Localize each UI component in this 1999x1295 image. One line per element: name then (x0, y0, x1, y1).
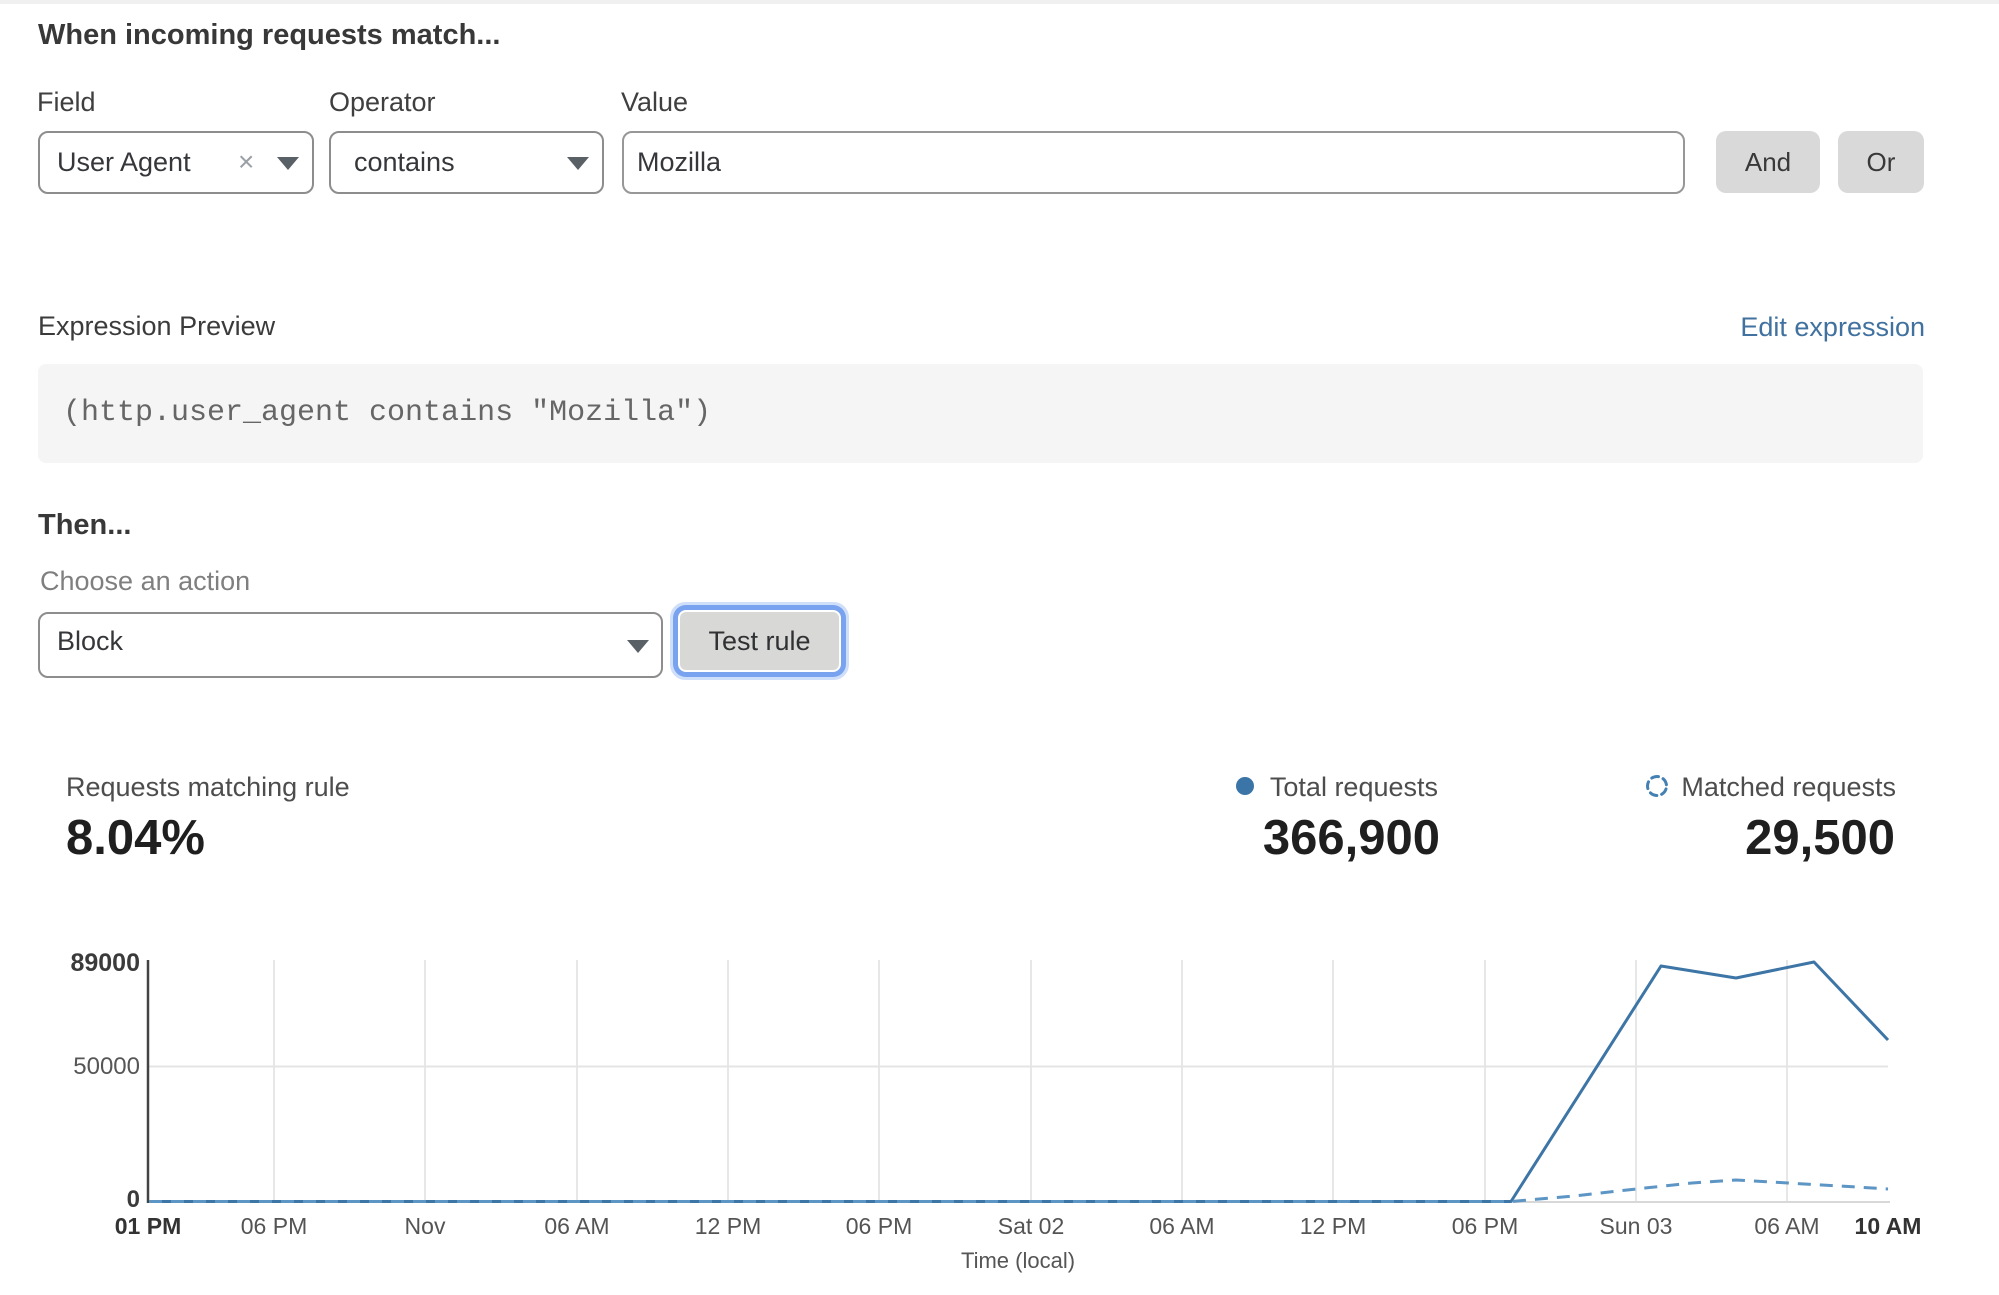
svg-text:06 AM: 06 AM (1754, 1213, 1819, 1239)
svg-text:Sun 03: Sun 03 (1600, 1213, 1673, 1239)
svg-text:0: 0 (127, 1186, 140, 1213)
svg-text:06 AM: 06 AM (1149, 1213, 1214, 1239)
svg-text:12 PM: 12 PM (695, 1213, 761, 1239)
svg-text:06 PM: 06 PM (846, 1213, 912, 1239)
svg-text:06 PM: 06 PM (1452, 1213, 1518, 1239)
svg-text:50000: 50000 (73, 1053, 140, 1080)
svg-text:10 AM: 10 AM (1855, 1213, 1922, 1239)
svg-text:89000: 89000 (70, 949, 140, 977)
svg-text:12 PM: 12 PM (1300, 1213, 1366, 1239)
svg-text:06 AM: 06 AM (544, 1213, 609, 1239)
svg-text:06 PM: 06 PM (241, 1213, 307, 1239)
svg-text:Nov: Nov (405, 1213, 446, 1239)
svg-text:Sat 02: Sat 02 (998, 1213, 1065, 1239)
svg-text:01 PM: 01 PM (115, 1213, 181, 1239)
svg-text:Time (local): Time (local) (961, 1248, 1075, 1273)
